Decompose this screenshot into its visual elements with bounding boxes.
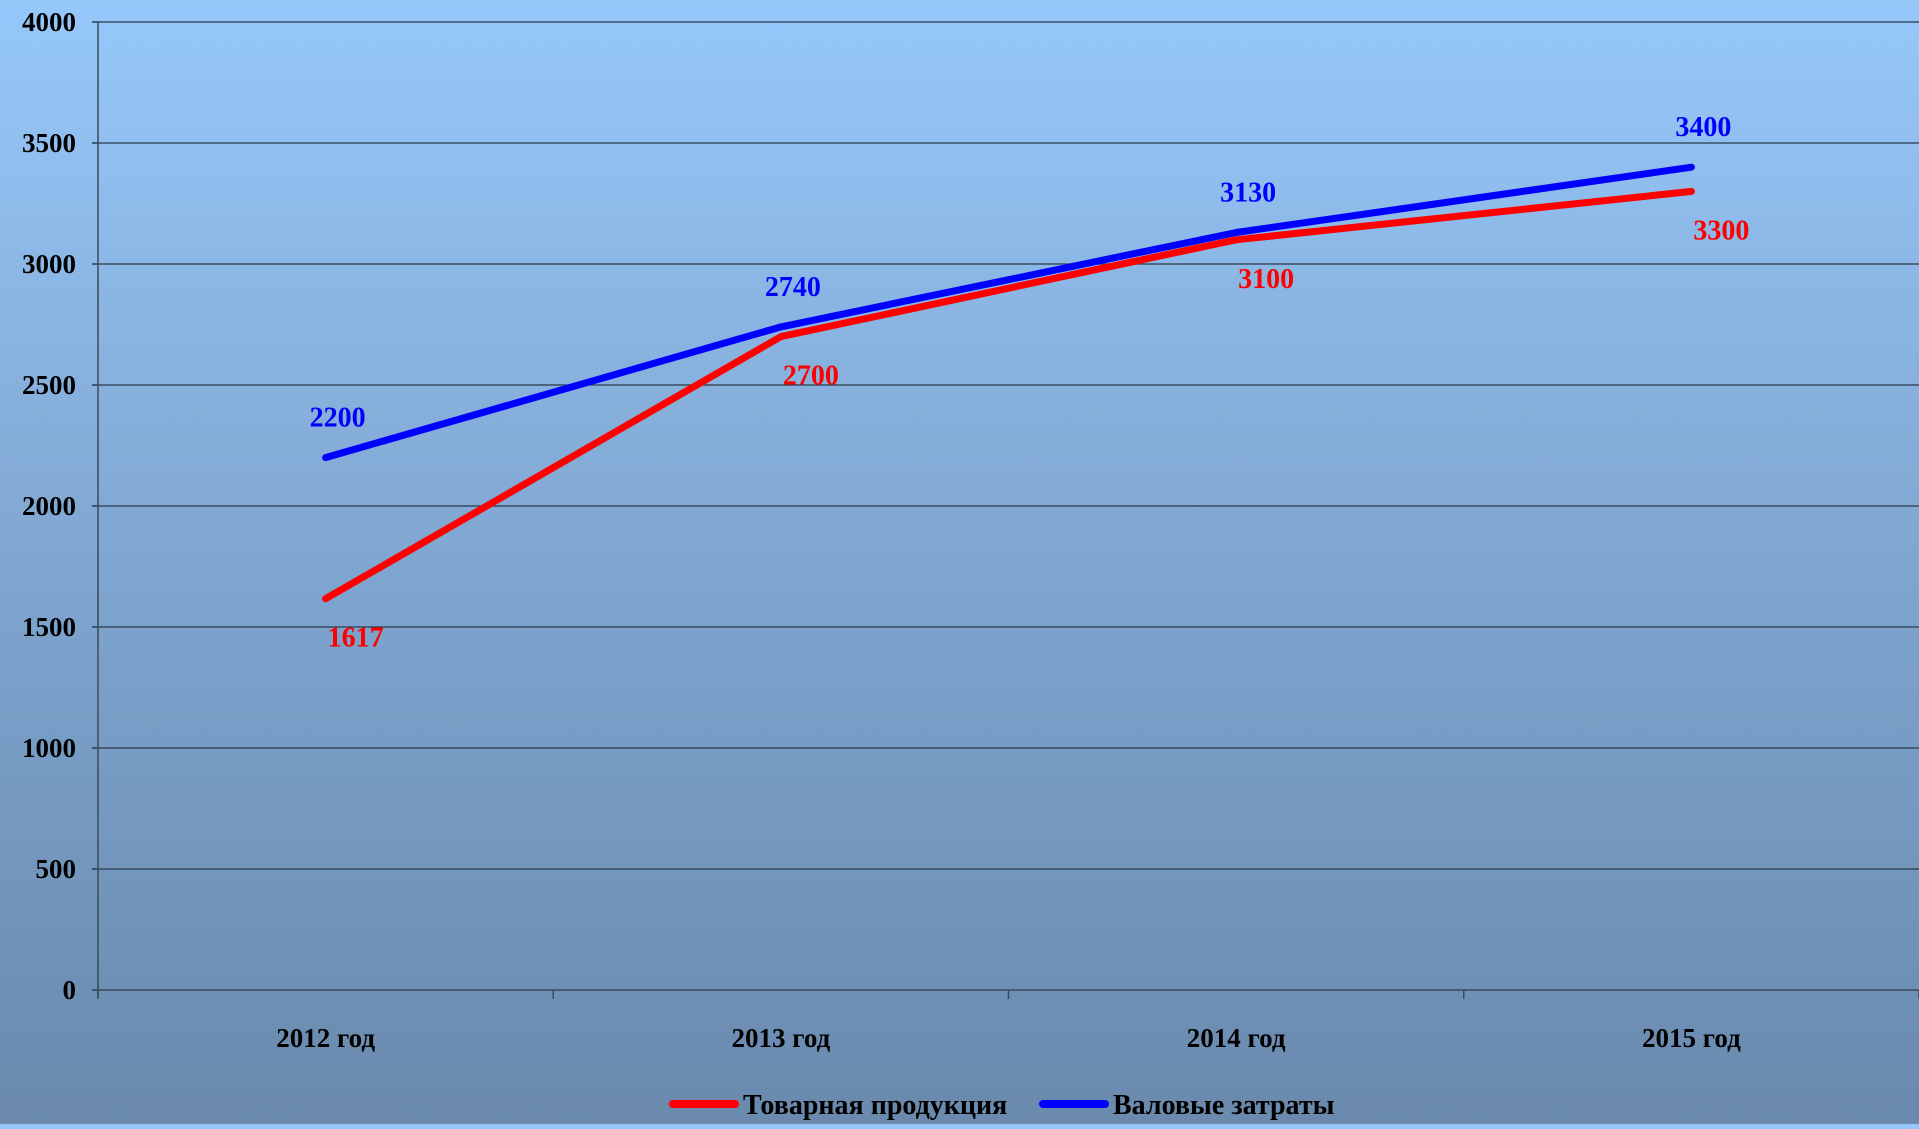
data-label: 3130 [1220, 178, 1276, 209]
x-tick-labels: 2012 год 2013 год 2014 год 2015 год [276, 1023, 1741, 1053]
axes [92, 21, 1919, 999]
y-tick-label: 4000 [22, 7, 76, 37]
legend: Товарная продукция Валовые затраты [669, 1090, 1335, 1121]
y-tick-label: 1000 [22, 733, 76, 763]
y-tick-label: 3000 [22, 249, 76, 279]
series-line [322, 187, 1695, 603]
y-tick-label: 3500 [22, 128, 76, 158]
data-label: 2740 [765, 272, 821, 303]
series-lines [322, 163, 1695, 603]
data-label: 3300 [1693, 215, 1749, 246]
x-tick-label: 2014 год [1187, 1023, 1286, 1053]
y-tick-label: 2500 [22, 370, 76, 400]
x-tick-label: 2013 год [732, 1023, 831, 1053]
x-tick-label: 2012 год [276, 1023, 375, 1053]
data-label: 2700 [783, 361, 839, 392]
series-line [322, 163, 1695, 462]
data-label: 1617 [328, 623, 384, 654]
legend-label: Валовые затраты [1113, 1090, 1335, 1121]
y-tick-label: 500 [36, 854, 77, 884]
gridlines [98, 21, 1919, 870]
data-label: 2200 [310, 403, 366, 434]
y-tick-label: 1500 [22, 612, 76, 642]
y-tick-label: 0 [63, 975, 77, 1005]
data-label: 3100 [1238, 264, 1294, 295]
x-tick-label: 2015 год [1642, 1023, 1741, 1053]
y-tick-labels: 0 500 1000 1500 2000 2500 3000 3500 4000 [22, 7, 76, 1005]
y-tick-label: 2000 [22, 491, 76, 521]
data-labels: 1617 2700 3100 3300 2200 2740 3130 3400 [310, 112, 1750, 653]
legend-label: Товарная продукция [743, 1090, 1007, 1121]
data-label: 3400 [1675, 112, 1731, 143]
